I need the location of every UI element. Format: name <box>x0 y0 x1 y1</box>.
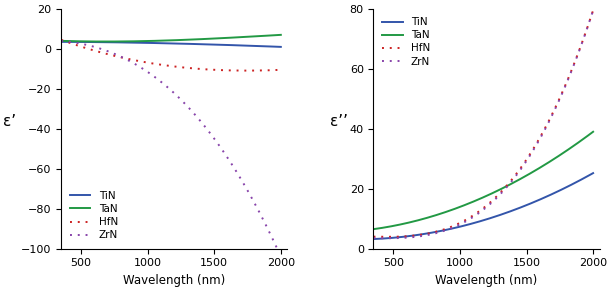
HfN <box>489 198 496 202</box>
Line: HfN: HfN <box>373 10 593 237</box>
HfN <box>163 64 171 67</box>
TiN <box>58 40 65 44</box>
TaN <box>584 134 591 137</box>
HfN <box>162 64 169 67</box>
Line: ZrN: ZrN <box>61 41 281 257</box>
TaN <box>277 33 285 37</box>
TaN <box>589 130 597 133</box>
TiN <box>474 220 482 224</box>
TaN <box>102 40 110 43</box>
TiN <box>550 192 557 195</box>
HfN <box>58 38 65 42</box>
Line: TaN: TaN <box>373 132 593 229</box>
ZrN <box>188 110 196 113</box>
TaN <box>58 39 65 43</box>
ZrN <box>163 85 171 89</box>
TiN <box>501 212 508 215</box>
HfN <box>589 9 597 12</box>
TaN <box>488 192 496 195</box>
HfN <box>176 65 184 69</box>
HfN <box>272 68 280 72</box>
Line: TaN: TaN <box>61 35 281 41</box>
HfN <box>237 69 245 72</box>
HfN <box>277 68 285 72</box>
TiN <box>176 42 184 45</box>
Line: ZrN: ZrN <box>373 10 593 238</box>
TaN <box>272 33 280 37</box>
X-axis label: Wavelength (nm): Wavelength (nm) <box>123 274 225 287</box>
HfN <box>384 235 391 239</box>
ZrN <box>584 23 592 27</box>
TaN <box>163 39 171 42</box>
X-axis label: Wavelength (nm): Wavelength (nm) <box>436 274 538 287</box>
TiN <box>476 220 483 223</box>
ZrN <box>589 9 597 12</box>
TaN <box>501 186 508 189</box>
TiN <box>277 45 285 49</box>
TiN <box>589 171 597 175</box>
TiN <box>488 216 496 219</box>
Line: TiN: TiN <box>373 173 593 239</box>
TaN <box>188 38 196 41</box>
TaN <box>550 157 557 161</box>
ZrN <box>550 110 558 113</box>
TaN <box>162 39 170 42</box>
HfN <box>370 235 377 239</box>
ZrN <box>162 84 169 87</box>
ZrN <box>176 97 184 101</box>
HfN <box>243 69 250 73</box>
Legend: TiN, TaN, HfN, ZrN: TiN, TaN, HfN, ZrN <box>67 188 121 243</box>
Line: TiN: TiN <box>61 42 281 47</box>
ZrN <box>501 188 509 191</box>
TiN <box>237 44 245 47</box>
ZrN <box>237 178 245 181</box>
TaN <box>177 38 184 42</box>
Legend: TiN, TaN, HfN, ZrN: TiN, TaN, HfN, ZrN <box>379 14 433 70</box>
Y-axis label: ε’: ε’ <box>4 114 17 129</box>
ZrN <box>474 212 482 215</box>
TiN <box>162 41 169 45</box>
HfN <box>474 210 482 214</box>
TaN <box>474 198 482 202</box>
TiN <box>163 41 171 45</box>
TiN <box>272 45 279 49</box>
ZrN <box>476 211 483 214</box>
TiN <box>370 237 377 241</box>
ZrN <box>489 200 496 203</box>
HfN <box>188 67 196 70</box>
ZrN <box>370 237 377 240</box>
HfN <box>550 109 558 112</box>
ZrN <box>382 237 389 240</box>
ZrN <box>58 39 65 43</box>
TaN <box>476 197 483 201</box>
ZrN <box>272 243 279 247</box>
TiN <box>584 174 591 178</box>
TaN <box>238 35 245 39</box>
TiN <box>188 42 196 46</box>
HfN <box>476 209 483 213</box>
HfN <box>584 23 592 27</box>
Line: HfN: HfN <box>61 40 281 71</box>
Y-axis label: ε’’: ε’’ <box>329 114 348 129</box>
TaN <box>370 227 377 231</box>
ZrN <box>277 255 285 258</box>
HfN <box>501 186 509 190</box>
